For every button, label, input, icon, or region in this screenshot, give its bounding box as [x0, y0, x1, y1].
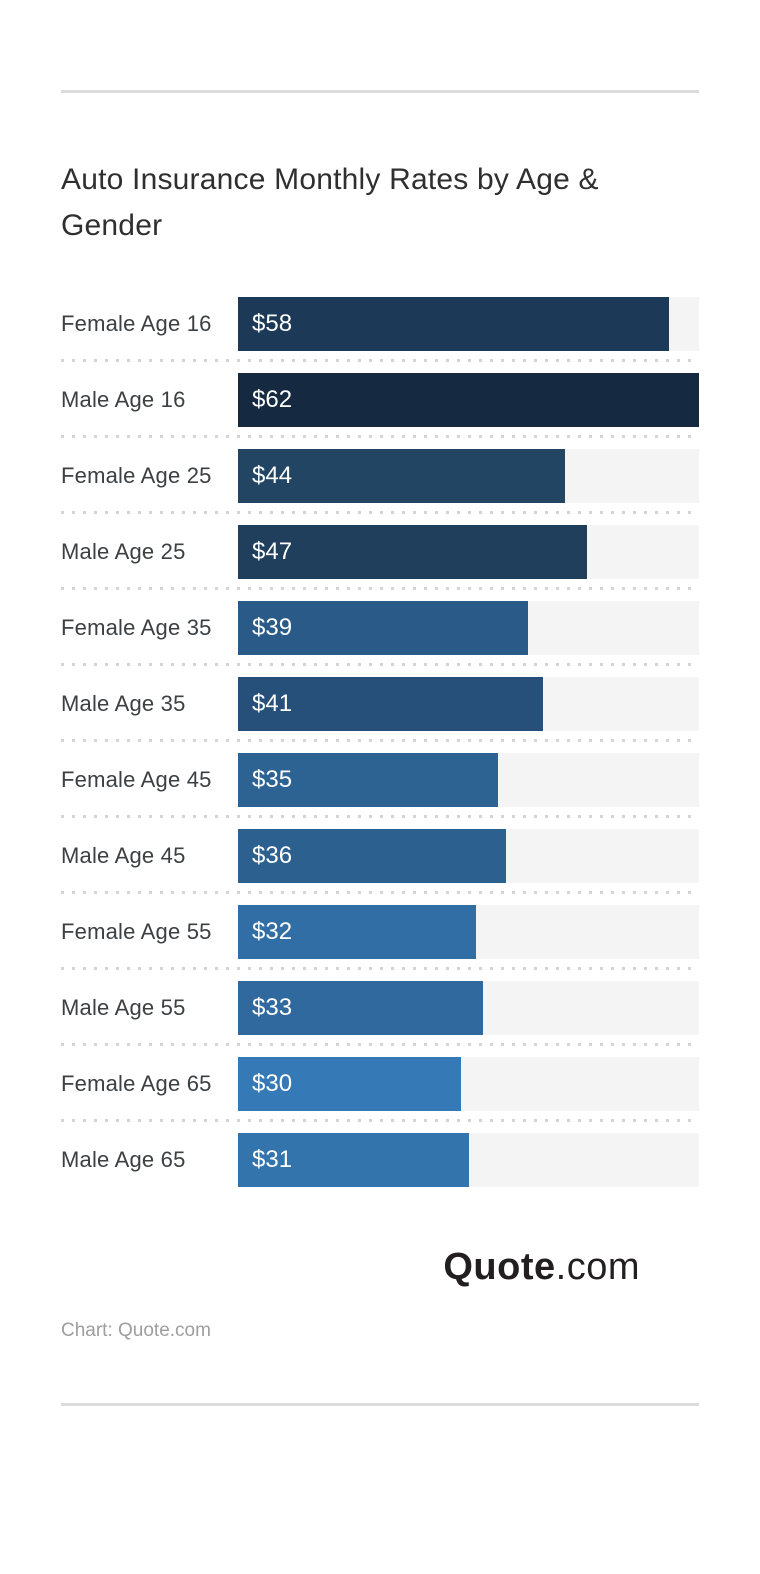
- chart-row: Female Age 65 $30: [61, 1057, 699, 1111]
- chart-attribution: Chart: Quote.com: [61, 1320, 211, 1341]
- chart-row: Male Age 45 $36: [61, 829, 699, 883]
- bar[interactable]: $39: [238, 601, 528, 655]
- row-label: Male Age 35: [61, 691, 186, 716]
- chart-row: Female Age 35 $39: [61, 601, 699, 655]
- row-separator: [61, 815, 699, 818]
- bar[interactable]: $33: [238, 981, 484, 1035]
- bar[interactable]: $31: [238, 1133, 469, 1187]
- bar[interactable]: $44: [238, 449, 566, 503]
- bar[interactable]: $32: [238, 905, 476, 959]
- bar-track: $33: [238, 981, 699, 1035]
- chart-title: Auto Insurance Monthly Rates by Age & Ge…: [61, 163, 599, 242]
- bar[interactable]: $47: [238, 525, 588, 579]
- row-separator: [61, 1119, 699, 1122]
- quote-logo[interactable]: Quote.com: [443, 1244, 640, 1290]
- row-label: Male Age 16: [61, 387, 186, 412]
- chart-row: Male Age 65 $31: [61, 1133, 699, 1187]
- chart-row: Female Age 16 $58: [61, 297, 699, 351]
- bar-track: $31: [238, 1133, 699, 1187]
- bar[interactable]: $62: [238, 373, 699, 427]
- chart-row: Female Age 55 $32: [61, 905, 699, 959]
- chart-row: Male Age 16 $62: [61, 373, 699, 427]
- bar[interactable]: $58: [238, 297, 670, 351]
- row-separator: [61, 891, 699, 894]
- row-separator: [61, 587, 699, 590]
- row-label: Female Age 35: [61, 615, 212, 640]
- bar-track: $39: [238, 601, 699, 655]
- row-label: Male Age 45: [61, 843, 186, 868]
- logo-row: Quote.com: [61, 1244, 699, 1290]
- bar-track: $47: [238, 525, 699, 579]
- row-separator: [61, 739, 699, 742]
- row-label: Male Age 65: [61, 1147, 186, 1172]
- row-separator: [61, 967, 699, 970]
- row-label: Female Age 16: [61, 311, 212, 336]
- bar[interactable]: $36: [238, 829, 506, 883]
- row-separator: [61, 359, 699, 362]
- row-separator: [61, 511, 699, 514]
- bar-track: $62: [238, 373, 699, 427]
- logo-secondary-text: .com: [555, 1246, 640, 1288]
- logo-primary-text: Quote: [443, 1246, 556, 1288]
- row-label: Female Age 25: [61, 463, 212, 488]
- bar-track: $41: [238, 677, 699, 731]
- bar-track: $44: [238, 449, 699, 503]
- bar[interactable]: $41: [238, 677, 543, 731]
- bar-track: $30: [238, 1057, 699, 1111]
- bar-track: $36: [238, 829, 699, 883]
- row-separator: [61, 435, 699, 438]
- bar-track: $32: [238, 905, 699, 959]
- bar[interactable]: $35: [238, 753, 499, 807]
- row-label: Male Age 55: [61, 995, 186, 1020]
- row-label: Male Age 25: [61, 539, 186, 564]
- row-separator: [61, 1043, 699, 1046]
- bottom-divider: [61, 1403, 699, 1406]
- row-separator: [61, 663, 699, 666]
- row-label: Female Age 55: [61, 919, 212, 944]
- bar-track: $35: [238, 753, 699, 807]
- bar-track: $58: [238, 297, 699, 351]
- row-label: Female Age 45: [61, 767, 212, 792]
- top-divider: [61, 90, 699, 93]
- chart-row: Male Age 35 $41: [61, 677, 699, 731]
- bar[interactable]: $30: [238, 1057, 462, 1111]
- chart-row: Male Age 25 $47: [61, 525, 699, 579]
- bar-chart: Female Age 16 $58 Male Age 16 $62 Female Age…: [61, 297, 699, 1187]
- row-label: Female Age 65: [61, 1071, 212, 1096]
- chart-row: Female Age 25 $44: [61, 449, 699, 503]
- chart-row: Female Age 45 $35: [61, 753, 699, 807]
- chart-card: Auto Insurance Monthly Rates by Age & Ge…: [0, 90, 760, 1406]
- chart-row: Male Age 55 $33: [61, 981, 699, 1035]
